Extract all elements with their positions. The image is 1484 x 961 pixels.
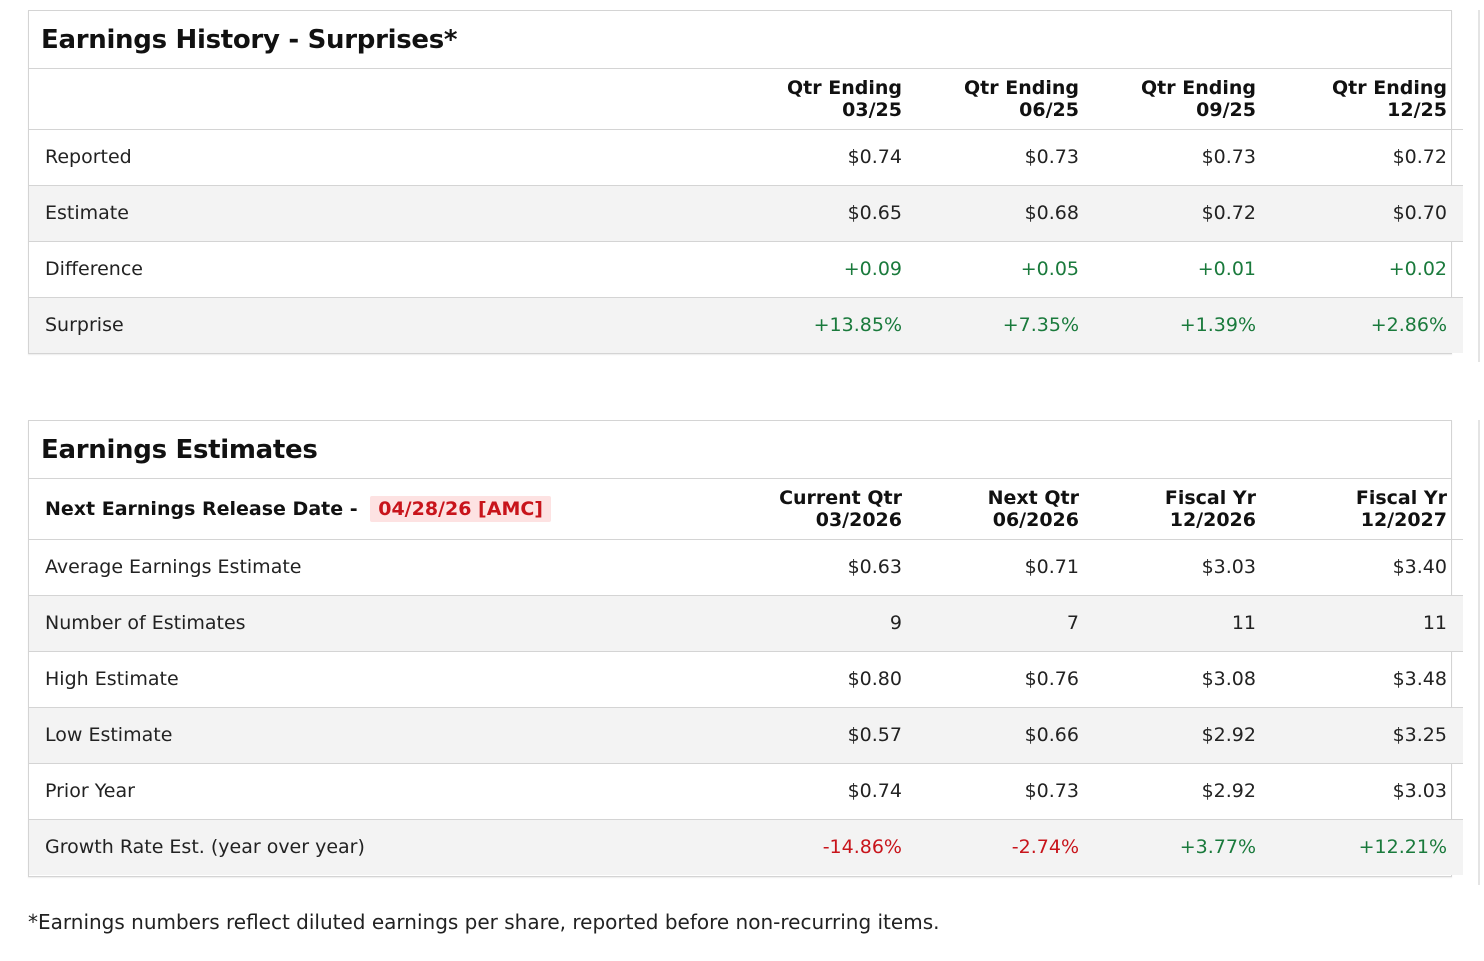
value-cell: +0.05: [918, 241, 1095, 298]
column-header: Current Qtr 03/2026: [741, 479, 918, 540]
table-row: High Estimate $0.80 $0.76 $3.08 $3.48: [29, 651, 1463, 708]
next-release-cell: Next Earnings Release Date - 04/28/26 [A…: [29, 479, 741, 540]
next-release-date-badge: 04/28/26 [AMC]: [370, 495, 551, 522]
value-cell: $2.92: [1095, 763, 1272, 820]
value-cell: $3.25: [1272, 707, 1463, 764]
value-cell: $0.57: [741, 707, 918, 764]
column-header: Fiscal Yr 12/2027: [1272, 479, 1463, 540]
value-cell: $3.03: [1272, 763, 1463, 820]
value-cell: $3.03: [1095, 539, 1272, 596]
row-label: Average Earnings Estimate: [29, 539, 741, 596]
table-row: Number of Estimates 9 7 11 11: [29, 595, 1463, 652]
value-cell: $0.68: [918, 185, 1095, 242]
value-cell: $0.74: [741, 129, 918, 186]
table-row: Estimate $0.65 $0.68 $0.72 $0.70: [29, 185, 1463, 242]
row-label: Number of Estimates: [29, 595, 741, 652]
table-header-row: Next Earnings Release Date - 04/28/26 [A…: [29, 479, 1463, 540]
value-cell: +1.39%: [1095, 297, 1272, 353]
value-cell: +0.09: [741, 241, 918, 298]
value-cell: $0.80: [741, 651, 918, 708]
value-cell: $3.08: [1095, 651, 1272, 708]
value-cell: 9: [741, 595, 918, 652]
column-header: Qtr Ending 12/25: [1272, 69, 1463, 130]
row-label: Estimate: [29, 185, 741, 242]
value-cell: $0.66: [918, 707, 1095, 764]
value-cell: $0.73: [1095, 129, 1272, 186]
value-cell: 11: [1272, 595, 1463, 652]
earnings-estimates-table: Next Earnings Release Date - 04/28/26 [A…: [29, 479, 1463, 875]
table-row: Prior Year $0.74 $0.73 $2.92 $3.03: [29, 763, 1463, 820]
value-cell: $0.72: [1272, 129, 1463, 186]
table-row: Difference +0.09 +0.05 +0.01 +0.02: [29, 241, 1463, 298]
row-label: Low Estimate: [29, 707, 741, 764]
next-release-label: Next Earnings Release Date -: [45, 497, 358, 520]
value-cell: +0.02: [1272, 241, 1463, 298]
column-header: Qtr Ending 09/25: [1095, 69, 1272, 130]
column-header: Qtr Ending 06/25: [918, 69, 1095, 130]
earnings-estimates-title: Earnings Estimates: [29, 421, 1451, 479]
value-cell: $0.76: [918, 651, 1095, 708]
table-row: Reported $0.74 $0.73 $0.73 $0.72: [29, 129, 1463, 186]
footnote: *Earnings numbers reflect diluted earnin…: [28, 910, 940, 934]
header-label-cell: [29, 69, 741, 130]
value-cell: $0.70: [1272, 185, 1463, 242]
value-cell: $3.48: [1272, 651, 1463, 708]
value-cell: $0.71: [918, 539, 1095, 596]
value-cell: $2.92: [1095, 707, 1272, 764]
column-header: Fiscal Yr 12/2026: [1095, 479, 1272, 540]
row-label: Prior Year: [29, 763, 741, 820]
table-row: Growth Rate Est. (year over year) -14.86…: [29, 819, 1463, 875]
value-cell: 11: [1095, 595, 1272, 652]
table-header-row: Qtr Ending 03/25 Qtr Ending 06/25 Qtr Endi…: [29, 69, 1463, 130]
value-cell: +12.21%: [1272, 819, 1463, 875]
column-header: Qtr Ending 03/25: [741, 69, 918, 130]
value-cell: +3.77%: [1095, 819, 1272, 875]
row-label: Reported: [29, 129, 741, 186]
earnings-history-title: Earnings History - Surprises*: [29, 11, 1451, 69]
value-cell: $0.72: [1095, 185, 1272, 242]
row-label: Surprise: [29, 297, 741, 353]
table-row: Low Estimate $0.57 $0.66 $2.92 $3.25: [29, 707, 1463, 764]
earnings-history-panel: Earnings History - Surprises* Qtr Ending…: [28, 10, 1463, 354]
right-edge-divider: [1478, 10, 1480, 362]
value-cell: +13.85%: [741, 297, 918, 353]
value-cell: $3.40: [1272, 539, 1463, 596]
value-cell: $0.74: [741, 763, 918, 820]
column-header: Next Qtr 06/2026: [918, 479, 1095, 540]
earnings-history-table: Qtr Ending 03/25 Qtr Ending 06/25 Qtr Endi…: [29, 69, 1463, 353]
value-cell: -14.86%: [741, 819, 918, 875]
table-row: Average Earnings Estimate $0.63 $0.71 $3…: [29, 539, 1463, 596]
row-label: Growth Rate Est. (year over year): [29, 819, 741, 875]
right-edge-divider: [1478, 420, 1480, 885]
value-cell: $0.73: [918, 763, 1095, 820]
table-row: Surprise +13.85% +7.35% +1.39% +2.86%: [29, 297, 1463, 353]
value-cell: $0.63: [741, 539, 918, 596]
earnings-estimates-panel: Earnings Estimates Next Earnings Release…: [28, 420, 1463, 877]
value-cell: +2.86%: [1272, 297, 1463, 353]
value-cell: +7.35%: [918, 297, 1095, 353]
value-cell: -2.74%: [918, 819, 1095, 875]
row-label: Difference: [29, 241, 741, 298]
value-cell: $0.73: [918, 129, 1095, 186]
value-cell: 7: [918, 595, 1095, 652]
row-label: High Estimate: [29, 651, 741, 708]
value-cell: +0.01: [1095, 241, 1272, 298]
value-cell: $0.65: [741, 185, 918, 242]
